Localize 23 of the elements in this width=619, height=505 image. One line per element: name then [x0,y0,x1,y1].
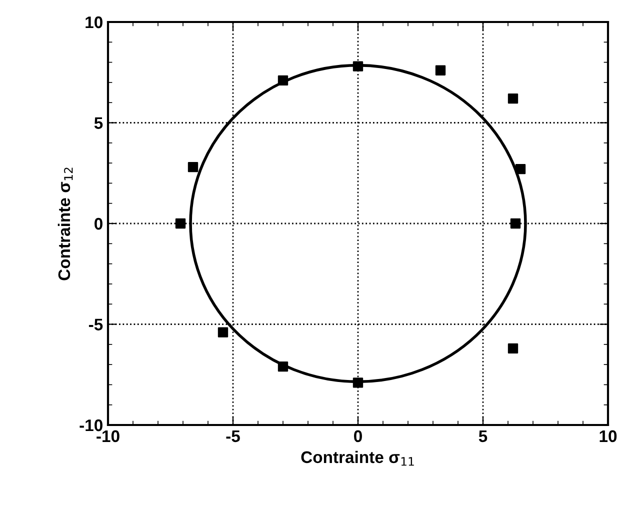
point [278,75,288,86]
point [508,93,518,104]
point [435,65,446,76]
point [218,327,228,338]
x-axis-title: Contrainte σ$_{11}$ [301,450,414,466]
y-tick-label: 10 [86,16,102,28]
y-tick-label: -10 [80,419,102,432]
x-tick-label: 5 [478,430,488,442]
y-axis-title: Contrainte σ$_{12}$ [58,168,73,280]
y-tick-label: 5 [94,117,103,129]
point [352,378,364,388]
point [188,162,198,172]
x-tick-label: -5 [226,430,240,442]
y-tick-label: -5 [88,318,103,330]
x-tick-label: 10 [600,430,617,442]
point [352,61,364,72]
point [510,218,521,229]
point [508,343,518,354]
point [278,361,288,372]
x-tick-label: 0 [354,430,362,442]
y-tick-label: 0 [94,218,102,230]
point [175,218,186,229]
point [515,164,526,174]
